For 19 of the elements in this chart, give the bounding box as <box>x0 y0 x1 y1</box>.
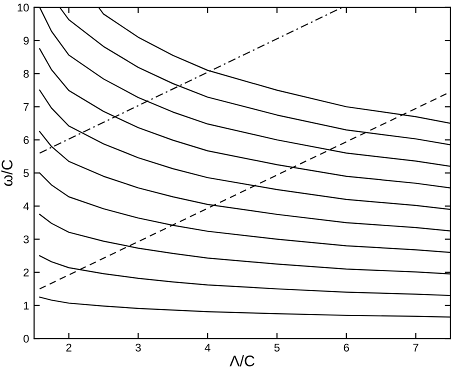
y-tick-label: 8 <box>24 70 29 78</box>
y-tick-label: 5 <box>24 169 29 178</box>
x-tick-label: 6 <box>344 344 349 352</box>
y-tick-label: 4 <box>23 202 29 210</box>
y-tick-label: 3 <box>24 235 29 244</box>
y-tick-label: 10 <box>18 4 29 12</box>
y-tick-label: 7 <box>24 103 29 111</box>
y-tick-label: 2 <box>24 268 29 276</box>
x-tick-label: 2 <box>66 344 72 352</box>
y-tick-label: 0 <box>24 334 29 343</box>
x-tick-label: 4 <box>204 344 210 352</box>
y-tick-label: 9 <box>24 36 29 45</box>
x-axis-title: Λ/C <box>230 355 254 366</box>
y-tick-label: 1 <box>24 302 29 310</box>
x-tick-label: 5 <box>274 344 280 352</box>
x-tick-label: 3 <box>136 344 141 352</box>
y-axis-title: ω/C <box>1 160 12 186</box>
y-tick-label: 6 <box>24 136 29 144</box>
x-tick-label: 7 <box>413 344 418 352</box>
